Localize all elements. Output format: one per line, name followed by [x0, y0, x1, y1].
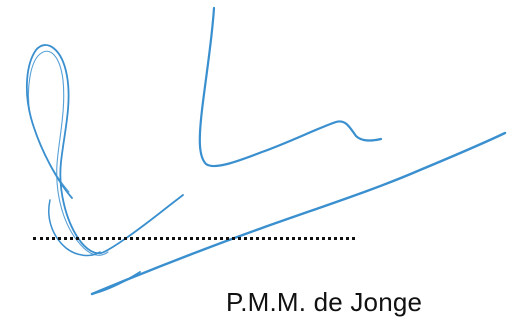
signature-dotted-line — [33, 237, 355, 240]
signature-stroke-flick — [91, 271, 141, 295]
signature-stroke-upright — [198, 6, 383, 168]
signature-stroke-loop-shadow — [27, 50, 109, 256]
signature-stroke-curl — [48, 199, 101, 257]
signature-stroke-sweep — [90, 131, 507, 296]
signatory-name: P.M.M. de Jonge — [226, 287, 423, 317]
